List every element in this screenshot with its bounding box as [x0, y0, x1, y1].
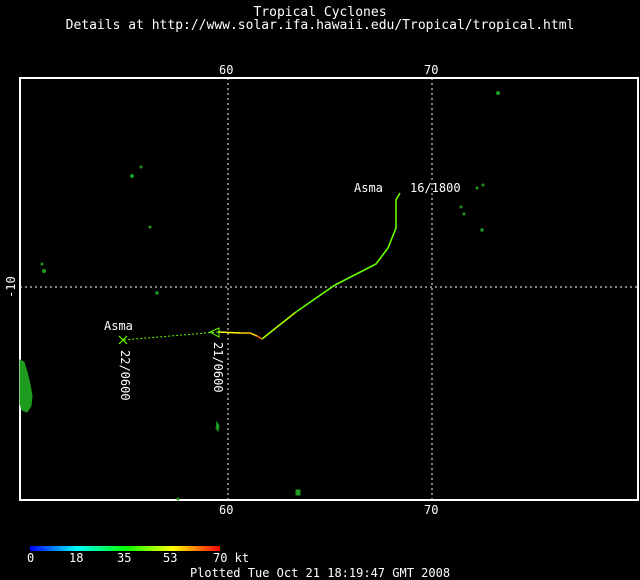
land-masses [19, 91, 500, 501]
island-j [475, 186, 479, 190]
island-m [462, 212, 466, 216]
lat-tick-minus-10: -10 [4, 276, 18, 298]
storm-end-x-icon [118, 335, 128, 345]
island-e [148, 225, 152, 229]
storm-time-start: 16/1800 [410, 181, 461, 195]
island-l [459, 205, 463, 209]
island-a [42, 269, 46, 273]
track-segment-d [240, 332, 258, 337]
island-d [139, 165, 143, 169]
track-segment-c [256, 335, 263, 340]
storm-track [122, 192, 401, 341]
island-g [215, 420, 220, 433]
storm-name-start: Asma [354, 181, 383, 195]
island-b [40, 262, 44, 266]
map-title: Tropical Cyclones [253, 5, 387, 20]
lon-tick-bottom-60: 60 [219, 503, 233, 517]
plot-timestamp: Plotted Tue Oct 21 18:19:47 GMT 2008 [189, 566, 451, 580]
island-f [155, 291, 159, 295]
track-segment-a [295, 192, 401, 313]
lon-tick-top-60: 60 [219, 63, 233, 77]
map-subtitle: Details at http://www.solar.ifa.hawaii.e… [65, 18, 575, 33]
island-o [176, 497, 180, 501]
storm-name-end: Asma [104, 319, 133, 333]
lon-tick-bottom-70: 70 [424, 503, 438, 517]
legend-tick-53: 53 [163, 551, 178, 565]
track-segment-b [261, 311, 297, 340]
storm-time-mid: 21/0600 [211, 342, 225, 393]
legend-tick-70: 70 kt [213, 551, 250, 565]
storm-time-end: 22/0600 [118, 350, 132, 401]
legend-tick-0: 0 [27, 551, 35, 565]
island-c [130, 174, 134, 178]
legend-tick-18: 18 [69, 551, 84, 565]
lon-tick-top-70: 70 [424, 63, 438, 77]
track-segment-e [217, 331, 241, 334]
wind-speed-legend-bar [30, 546, 220, 551]
island-i [496, 91, 500, 95]
island-n [480, 228, 484, 232]
island-h [295, 489, 301, 496]
madagascar-coast [19, 359, 33, 413]
island-k [481, 183, 485, 187]
storm-marker-triangle-icon [208, 327, 220, 338]
legend-tick-35: 35 [117, 551, 132, 565]
graticule [20, 78, 638, 500]
